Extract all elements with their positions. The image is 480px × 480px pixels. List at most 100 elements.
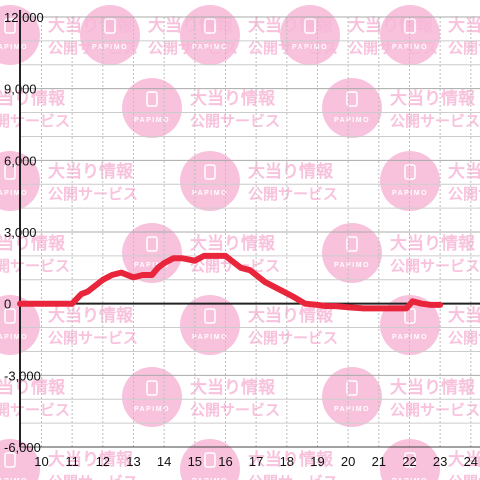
watermark-logo-text: PAPIMO bbox=[334, 406, 370, 413]
watermark-phone-icon bbox=[204, 452, 216, 468]
watermark-phone-icon bbox=[404, 18, 416, 34]
watermark-logo-text: PAPIMO bbox=[92, 44, 128, 51]
y-tick-label: 12,000 bbox=[4, 10, 44, 25]
watermark-line2: 公開サービス bbox=[448, 39, 480, 57]
watermark-logo-text: PAPIMO bbox=[392, 190, 428, 197]
watermark-line1: 大当り情報 bbox=[190, 377, 276, 398]
y-tick-label: -3,000 bbox=[4, 368, 41, 383]
watermark-line2: 公開サービス bbox=[248, 473, 338, 480]
watermark-logo-text: PAPIMO bbox=[334, 117, 370, 124]
x-tick-label: 15 bbox=[188, 454, 202, 469]
watermark-line1: 大当り情報 bbox=[190, 88, 276, 109]
watermark-line1: 大当り情報 bbox=[448, 449, 480, 470]
watermark-line2: 公開サービス bbox=[0, 401, 70, 419]
watermark-line1: 大当り情報 bbox=[248, 449, 334, 470]
watermark-line1: 大当り情報 bbox=[0, 88, 66, 109]
watermark-line1: 大当り情報 bbox=[0, 377, 66, 398]
watermark-logo-text: PAPIMO bbox=[0, 44, 28, 51]
watermark-line1: 大当り情報 bbox=[0, 233, 66, 254]
watermark-logo-icon bbox=[0, 439, 40, 480]
watermark-phone-icon bbox=[404, 308, 416, 324]
watermark-phone-icon bbox=[404, 164, 416, 180]
watermark-line1: 大当り情報 bbox=[248, 161, 334, 182]
y-tick-label: 6,000 bbox=[4, 153, 37, 168]
x-tick-label: 24 bbox=[464, 454, 478, 469]
watermark-logo-icon bbox=[280, 5, 340, 65]
watermark-phone-icon bbox=[304, 18, 316, 34]
x-tick-label: 20 bbox=[341, 454, 355, 469]
watermark-logo-icon bbox=[122, 367, 182, 427]
watermark-logo-text: PAPIMO bbox=[192, 190, 228, 197]
x-tick-label: 19 bbox=[310, 454, 324, 469]
x-tick-label: 23 bbox=[433, 454, 447, 469]
watermark-layer: PAPIMO大当り情報公開サービスPAPIMO大当り情報公開サービスPAPIMO… bbox=[0, 5, 480, 480]
watermark-line1: 大当り情報 bbox=[48, 449, 134, 470]
watermark-logo-text: PAPIMO bbox=[134, 262, 170, 269]
watermark-line1: 大当り情報 bbox=[448, 305, 480, 326]
watermark-logo-icon bbox=[380, 439, 440, 480]
watermark-logo-icon bbox=[380, 5, 440, 65]
watermark-line2: 公開サービス bbox=[390, 257, 480, 275]
grid-lines bbox=[20, 16, 480, 448]
watermark-line2: 公開サービス bbox=[248, 185, 338, 203]
watermark-line2: 公開サービス bbox=[390, 401, 480, 419]
watermark-logo-text: PAPIMO bbox=[0, 190, 28, 197]
watermark-logo-icon bbox=[80, 5, 140, 65]
watermark-line2: 公開サービス bbox=[390, 112, 480, 130]
watermark-logo-icon bbox=[180, 5, 240, 65]
watermark-logo-text: PAPIMO bbox=[192, 44, 228, 51]
watermark-logo-text: PAPIMO bbox=[134, 406, 170, 413]
watermark-line2: 公開サービス bbox=[190, 401, 280, 419]
watermark-logo-text: PAPIMO bbox=[292, 44, 328, 51]
watermark-phone-icon bbox=[4, 18, 16, 34]
series-layer bbox=[17, 252, 444, 312]
watermark-phone-icon bbox=[204, 308, 216, 324]
watermark-line2: 公開サービス bbox=[448, 185, 480, 203]
watermark-phone-icon bbox=[204, 164, 216, 180]
watermark-logo-icon bbox=[122, 78, 182, 138]
watermark-line2: 公開サービス bbox=[448, 473, 480, 480]
watermark-logo-icon bbox=[122, 223, 182, 283]
x-tick-label: 16 bbox=[218, 454, 232, 469]
watermark-phone-icon bbox=[204, 18, 216, 34]
watermark-line2: 公開サービス bbox=[190, 112, 280, 130]
watermark-line1: 大当り情報 bbox=[448, 15, 480, 36]
watermark-logo-text: PAPIMO bbox=[392, 44, 428, 51]
y-tick-label: 9,000 bbox=[4, 82, 37, 97]
watermark-line1: 大当り情報 bbox=[390, 377, 476, 398]
watermark-phone-icon bbox=[146, 380, 158, 396]
watermark-logo-icon bbox=[180, 439, 240, 480]
axes bbox=[19, 10, 480, 448]
watermark-logo-icon bbox=[322, 367, 382, 427]
x-tick-label: 22 bbox=[402, 454, 416, 469]
watermark-logo-icon bbox=[322, 78, 382, 138]
watermark-phone-icon bbox=[4, 452, 16, 468]
watermark-line2: 公開サービス bbox=[48, 473, 138, 480]
watermark-logo-text: PAPIMO bbox=[392, 478, 428, 480]
x-tick-label: 17 bbox=[249, 454, 263, 469]
y-tick-label: -6,000 bbox=[4, 440, 41, 455]
y-tick-label: 0 bbox=[4, 297, 11, 312]
watermark-logo-icon bbox=[380, 151, 440, 211]
watermark-phone-icon bbox=[346, 91, 358, 107]
watermark-logo-text: PAPIMO bbox=[0, 478, 28, 480]
x-tick-label: 13 bbox=[126, 454, 140, 469]
watermark-line2: 公開サービス bbox=[248, 329, 338, 347]
x-tick-label: 21 bbox=[372, 454, 386, 469]
watermark-logo-text: PAPIMO bbox=[134, 117, 170, 124]
watermark-line2: 公開サービス bbox=[48, 329, 138, 347]
watermark-logo-text: PAPIMO bbox=[392, 334, 428, 341]
watermark-logo-text: PAPIMO bbox=[192, 478, 228, 480]
watermark-phone-icon bbox=[4, 308, 16, 324]
